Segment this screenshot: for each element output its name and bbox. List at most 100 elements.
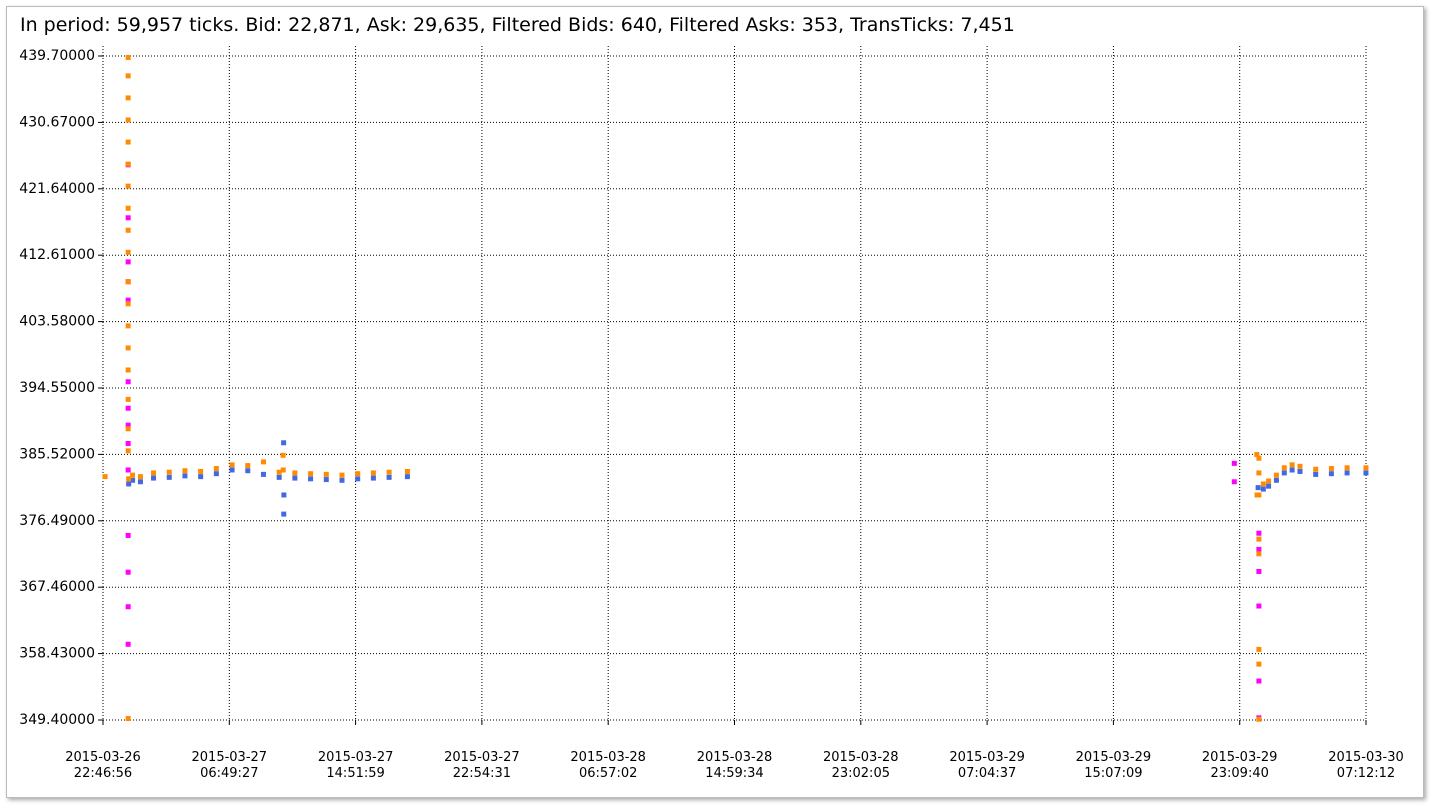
tick-point [1328,471,1334,477]
tick-point [1255,485,1261,491]
tick-point [308,471,314,477]
tick-point [1254,452,1260,458]
tick-point [355,471,361,477]
tick-point [281,492,287,498]
tick-point [1281,470,1287,476]
x-tick-label: 2015-03-26 22:46:56 [65,750,141,781]
x-tick-label: 2015-03-29 07:04:37 [949,750,1025,781]
tick-point [125,215,131,221]
tick-point [1256,470,1262,476]
x-tick-label: 2015-03-28 23:02:05 [823,750,899,781]
tick-point [125,379,131,385]
tick-point [1256,603,1262,609]
tick-point [1256,678,1262,684]
tick-point [125,54,131,60]
x-tick-label: 2015-03-30 07:12:12 [1328,750,1404,781]
tick-point [1344,465,1350,471]
tick-point [125,396,131,402]
tick-point [125,448,131,454]
x-tick-label: 2015-03-27 06:49:27 [191,750,268,781]
tick-point [339,472,345,478]
tick-point [125,405,131,411]
tick-point [1256,530,1262,536]
tick-point [126,481,132,487]
tick-point [1231,460,1237,466]
x-tick-label: 2015-03-28 14:59:34 [696,750,773,781]
tick-point [125,301,131,307]
tick-point [1313,471,1319,477]
tick-point [137,474,143,480]
tick-point [1289,462,1295,468]
y-tick-label: 349.40000 [19,712,95,728]
tick-point [125,716,131,722]
tick-point [260,459,266,465]
tick-point [1260,481,1266,487]
tick-point [125,161,131,167]
tick-point [125,183,131,189]
tick-point [125,426,131,432]
x-tick-label: 2015-03-27 14:51:59 [317,750,394,781]
tick-point [125,641,131,647]
tick-point [404,474,410,480]
tick-point [386,469,392,475]
tick-point [245,463,251,469]
tick-point [1231,479,1237,485]
tick-point [355,476,361,482]
tick-point [125,569,131,575]
tick-point [370,475,376,481]
tick-point [1256,455,1262,461]
y-tick-label: 367.46000 [19,579,95,595]
tick-point [1256,568,1262,574]
tick-point [1273,477,1279,483]
chart-frame [6,6,1424,798]
tick-point [125,259,131,265]
tick-point [151,470,157,476]
tick-point [198,474,204,480]
tick-point [281,440,287,446]
y-tick-label: 421.64000 [19,181,95,197]
tick-point [1256,716,1262,722]
tick-point [323,477,329,483]
tick-point [125,297,131,303]
tick-point [276,474,282,480]
tick-point [386,474,392,480]
tick-point [125,249,131,255]
tick-point [1281,465,1287,471]
tick-point [280,467,286,473]
x-tick-label: 2015-03-27 22:54:31 [444,750,520,781]
tick-point [292,470,298,476]
y-tick-label: 439.70000 [19,48,95,64]
y-tick-label: 376.49000 [19,513,95,529]
tick-point [137,479,143,485]
tick-point [1313,466,1319,472]
tick-point [339,477,345,483]
tick-point [125,532,131,538]
tick-point [1289,467,1295,473]
tick-point [1256,492,1262,498]
tick-point [229,467,235,473]
x-tick-label: 2015-03-29 15:07:09 [1075,750,1152,781]
tick-point [125,345,131,351]
y-tick-label: 430.67000 [19,114,95,130]
tick-point [126,476,132,482]
chart-title: In period: 59,957 ticks. Bid: 22,871, As… [20,14,1015,36]
tick-point [404,468,410,474]
tick-point [292,475,298,481]
x-tick-label: 2015-03-29 23:09:40 [1201,750,1278,781]
tick-point [1256,536,1262,542]
tick-point [1297,463,1303,469]
tick-point [1363,470,1369,476]
y-tick-label: 403.58000 [19,314,95,330]
y-tick-label: 385.52000 [19,446,95,462]
tick-point [1297,468,1303,474]
tick-point [125,323,131,329]
tick-point [1363,465,1369,471]
tick-point [370,470,376,476]
tick-point [125,205,131,211]
tick-point [276,469,282,475]
tick-point [198,468,204,474]
tick-point [260,471,266,477]
tick-point [125,441,131,447]
